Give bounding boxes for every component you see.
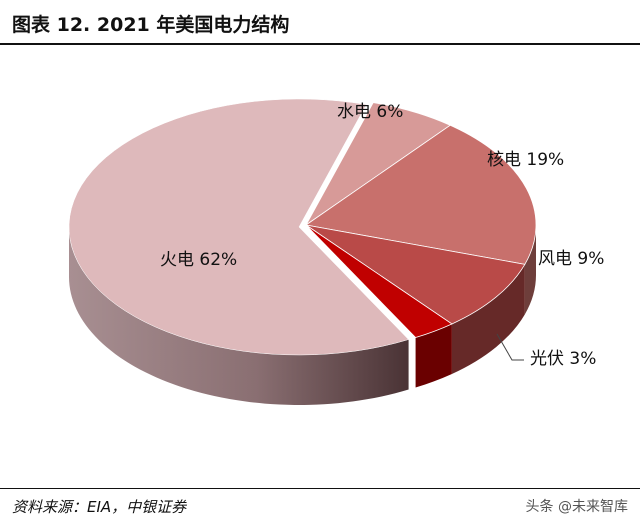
slice-solar [305,224,453,338]
slice-label-thermal: 火电 62% [160,250,237,270]
slice-thermal [68,98,410,356]
slice-label-nuclear: 核电 19% [487,150,564,170]
bottom-divider [0,488,640,489]
slice-side-nuclear [524,225,536,315]
solar-leader-line [496,333,524,361]
slice-label-hydro: 水电 6% [337,102,403,122]
slice-nuclear [304,124,537,265]
slice-label-solar: 光伏 3% [530,349,596,369]
top-divider [0,43,640,45]
slice-wind [305,224,526,325]
source-note: 资料来源：EIA，中银证券 [12,498,187,516]
chart-title: 图表 12. 2021 年美国电力结构 [12,14,290,36]
watermark: 头条 @未来智库 [525,499,628,515]
slice-side-solar [415,323,452,388]
slice-side-thermal [69,227,409,405]
slice-label-wind: 风电 9% [538,249,604,269]
slice-side-wind [451,264,525,374]
pie-slices [68,98,537,405]
